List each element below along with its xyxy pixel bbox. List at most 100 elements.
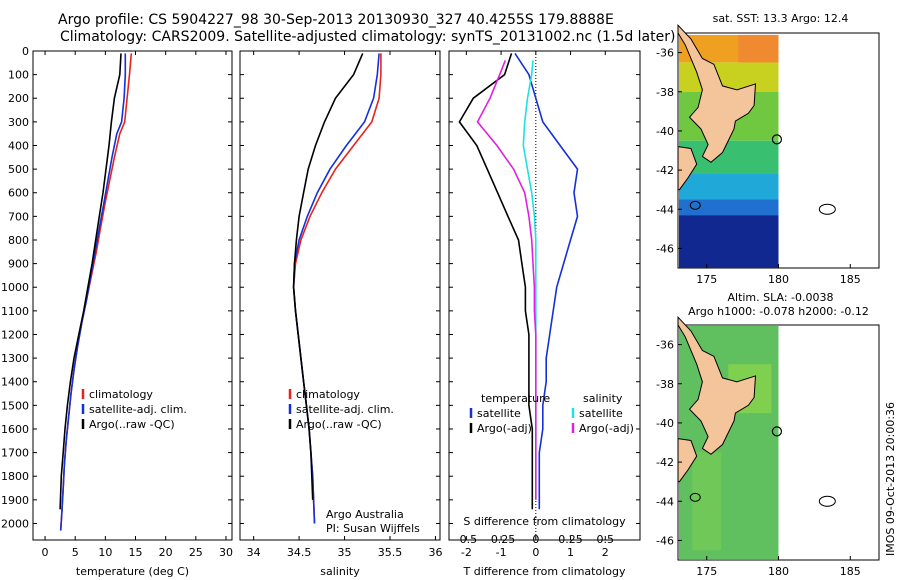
map-y-tick-label: -38 <box>656 378 674 391</box>
map-x-tick-label: 180 <box>768 565 789 578</box>
map-y-tick-label: -44 <box>656 495 674 508</box>
plot-frame <box>448 50 641 541</box>
x-tick-label: 34 <box>247 546 261 559</box>
x-tick-label: 36 <box>428 546 442 559</box>
legend-label: Argo(..raw -QC) <box>89 418 175 431</box>
x-tick-label: 20 <box>159 546 173 559</box>
plot-frame <box>32 50 233 541</box>
sst-map-panel: 175 180 185 -36 -38 -40 -42 -44 -46 sat. SST: 13.… <box>656 12 880 286</box>
sst-field-band <box>679 199 779 216</box>
y-tick-label: 400 <box>8 139 29 152</box>
s-axis-label: S difference from climatology <box>463 515 626 528</box>
legend-label: Argo(..raw -QC) <box>296 418 382 431</box>
sst-field-band <box>679 174 779 200</box>
chatham-islands <box>818 203 836 215</box>
y-tick-label: 100 <box>8 69 29 82</box>
x-tick-label: 30 <box>219 546 233 559</box>
map-y-tick-label: -38 <box>656 86 674 99</box>
map-x-tick-label: 175 <box>696 273 717 286</box>
y-tick-label: 1900 <box>1 494 29 507</box>
legend-label: satellite-adj. clim. <box>89 403 187 416</box>
y-tick-label: 300 <box>8 116 29 129</box>
map-y-tick-label: -42 <box>656 456 674 469</box>
x-tick-label: -2 <box>461 546 472 559</box>
y-tick-label: 200 <box>8 92 29 105</box>
s-tick-label: -0.5 <box>456 533 477 546</box>
s-tick-label: 0 <box>532 533 539 546</box>
sst-field-band <box>679 215 779 268</box>
map-y-tick-label: -40 <box>656 417 674 430</box>
x-tick-label: 0 <box>42 546 49 559</box>
y-tick-label: 1800 <box>1 470 29 483</box>
x-tick-label: 25 <box>189 546 203 559</box>
legend-label: climatology <box>296 388 360 401</box>
x-tick-label: 15 <box>129 546 143 559</box>
temperature-panel: 0100200300400500600700800900100011001200… <box>1 45 233 578</box>
difference-panel: -2 -1 0 1 2 T difference from climatology -0.5… <box>448 50 641 578</box>
y-tick-label: 900 <box>8 258 29 271</box>
south-island-land <box>677 438 698 483</box>
north-island-land <box>677 23 757 163</box>
y-tick-label: 800 <box>8 234 29 247</box>
x-tick-label: 35 <box>338 546 352 559</box>
legend-label: climatology <box>89 388 153 401</box>
map-y-tick-label: -36 <box>656 47 674 60</box>
argo-location-marker <box>771 426 783 437</box>
y-tick-label: 1700 <box>1 447 29 460</box>
sla-map-panel: 175 180 185 -36 -38 -40 -42 -44 -46 Altim. SLA: -… <box>656 291 880 578</box>
chatham-islands <box>818 495 836 507</box>
legend-title: salinity <box>583 392 623 405</box>
legend-label: satellite <box>579 407 623 420</box>
x-tick-label: 2 <box>602 546 609 559</box>
y-tick-label: 0 <box>22 45 29 58</box>
map-y-tick-label: -46 <box>656 242 674 255</box>
x-tick-label: 34.5 <box>287 546 312 559</box>
x-tick-label: 35.5 <box>378 546 403 559</box>
y-tick-label: 600 <box>8 187 29 200</box>
y-tick-label: 1300 <box>1 352 29 365</box>
x-axis-label: T difference from climatology <box>463 565 626 578</box>
figure-title: Argo profile: CS 5904227_98 30-Sep-2013 … <box>58 12 614 28</box>
south-island-land <box>677 146 698 191</box>
x-tick-label: 10 <box>98 546 112 559</box>
figure-subtitle: Climatology: CARS2009. Satellite-adjuste… <box>60 29 676 45</box>
credit-agency: Argo Australia <box>326 508 404 521</box>
argo-location-marker <box>771 134 783 145</box>
x-axis-label: temperature (deg C) <box>76 565 189 578</box>
salinity-panel: 34 34.5 35 35.5 36 salinity climatology satelli… <box>239 50 442 578</box>
map-x-tick-label: 185 <box>840 273 861 286</box>
s-tick-label: -0.25 <box>487 533 515 546</box>
y-tick-label: 1100 <box>1 305 29 318</box>
x-axis-label: salinity <box>320 565 360 578</box>
map-y-tick-label: -36 <box>656 339 674 352</box>
map-subtitle: Argo h1000: -0.078 h2000: -0.12 <box>688 305 869 318</box>
map-y-tick-label: -42 <box>656 164 674 177</box>
s-tick-label: 0.5 <box>597 533 615 546</box>
bathymetry-contour <box>689 200 701 210</box>
map-x-tick-label: 180 <box>768 273 789 286</box>
y-tick-label: 1600 <box>1 423 29 436</box>
legend-label: satellite <box>477 407 521 420</box>
x-tick-label: 0 <box>532 546 539 559</box>
plot-frame <box>239 50 441 541</box>
series-line <box>476 60 537 500</box>
map-y-tick-label: -44 <box>656 203 674 216</box>
sst-field-band <box>679 140 779 174</box>
y-tick-label: 500 <box>8 163 29 176</box>
series-line <box>458 53 534 510</box>
map-title: sat. SST: 13.3 Argo: 12.4 <box>713 12 849 25</box>
map-y-tick-label: -46 <box>656 534 674 547</box>
series-line <box>514 52 579 510</box>
map-x-tick-label: 175 <box>696 565 717 578</box>
x-tick-label: -1 <box>496 546 507 559</box>
map-title: Altim. SLA: -0.0038 <box>727 291 833 304</box>
timestamp-label: IMOS 09-Oct-2013 20:00:36 <box>884 401 897 556</box>
y-tick-label: 700 <box>8 210 29 223</box>
bathymetry-contour <box>689 492 701 502</box>
legend-label: Argo(-adj) <box>579 422 634 435</box>
legend-label: Argo(-adj) <box>477 422 532 435</box>
y-tick-label: 1200 <box>1 328 29 341</box>
credit-pi: PI: Susan Wijffels <box>326 522 420 535</box>
y-tick-label: 2000 <box>1 517 29 530</box>
